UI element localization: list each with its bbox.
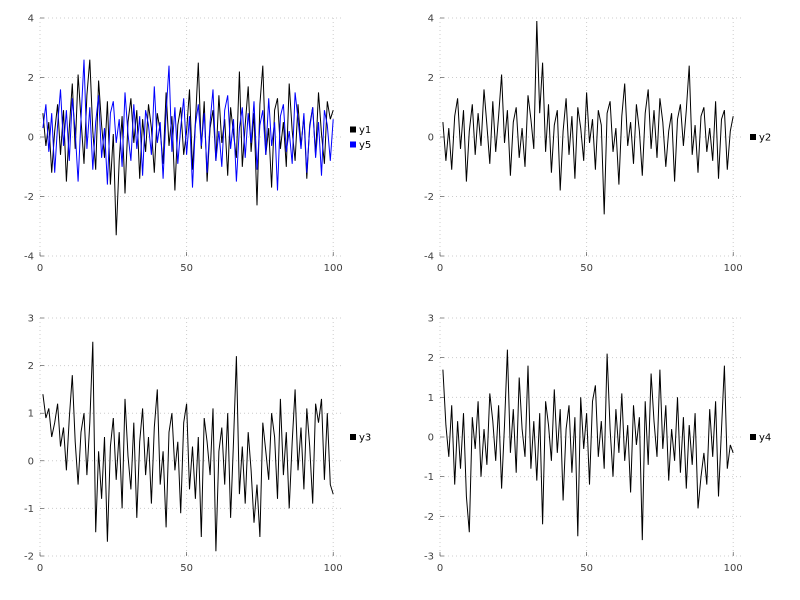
x-tick-label: 0 [437,563,443,574]
legend-swatch-y1 [350,126,356,133]
y-tick-label: -4 [424,252,434,263]
y-tick-label: 4 [28,14,34,25]
legend-label-y4: y4 [759,433,771,444]
legend-swatch-y2 [750,134,756,140]
x-tick-label: 100 [724,563,743,574]
plot-y4: -3 -2 -1 0 1 2 3 0 50 100 y4 [424,314,771,575]
y-tick-label: -2 [24,192,34,203]
x-tick-label: 0 [37,563,43,574]
y-tick-label: 0 [28,133,34,144]
plot-y2: -4 -2 0 2 4 0 50 100 y2 [424,14,771,275]
y-tick-label: 3 [28,314,34,325]
y-tick-label: 1 [428,393,434,404]
y-tick-label: 2 [428,353,434,364]
y-tick-label: -2 [24,552,34,563]
x-tick-label: 50 [180,263,193,274]
legend-label-y5: y5 [359,140,371,151]
y-tick-label: 1 [28,409,34,420]
y-tick-label: 2 [428,73,434,84]
y-tick-label: 0 [428,433,434,444]
y-tick-label: -4 [24,252,34,263]
x-tick-label: 100 [324,263,343,274]
series-line-y4 [442,349,734,541]
series-line-y3 [42,341,334,552]
chart-panel-bottom-left: -2 -1 0 1 2 3 0 50 100 y3 [0,300,400,600]
legend-swatch-y4 [750,434,756,440]
legend-swatch-y3 [350,434,356,440]
x-tick-label: 50 [580,563,593,574]
y-tick-label: -2 [424,512,434,523]
y-tick-label: -3 [424,552,434,563]
y-tick-label: 4 [428,14,434,25]
chart-panel-bottom-right: -3 -2 -1 0 1 2 3 0 50 100 y4 [400,300,800,600]
y-tick-label: 2 [28,73,34,84]
legend-label-y1: y1 [359,125,371,136]
x-tick-label: 100 [724,263,743,274]
y-tick-label: -1 [424,472,434,483]
series-line-y2 [442,20,734,215]
y-tick-label: 0 [428,133,434,144]
plot-y3: -2 -1 0 1 2 3 0 50 100 y3 [24,314,371,575]
legend-label-y2: y2 [759,133,771,144]
legend-label-y3: y3 [359,433,371,444]
x-tick-label: 50 [180,563,193,574]
y-tick-label: -2 [424,192,434,203]
chart-panel-top-right: -4 -2 0 2 4 0 50 100 y2 [400,0,800,300]
legend-swatch-y5 [350,141,356,148]
y-tick-label: 3 [428,314,434,325]
y-tick-label: 0 [28,456,34,467]
x-tick-label: 0 [437,263,443,274]
x-tick-label: 100 [324,563,343,574]
chart-panel-top-left: -4 -2 0 2 4 0 50 100 y1 y5 [0,0,400,300]
series-line-y1 [42,59,334,236]
plot-y1-y5: -4 -2 0 2 4 0 50 100 y1 y5 [24,14,371,275]
x-tick-label: 50 [580,263,593,274]
y-tick-label: 2 [28,361,34,372]
series-line-y5 [42,59,334,191]
x-tick-label: 0 [37,263,43,274]
y-tick-label: -1 [24,504,34,515]
